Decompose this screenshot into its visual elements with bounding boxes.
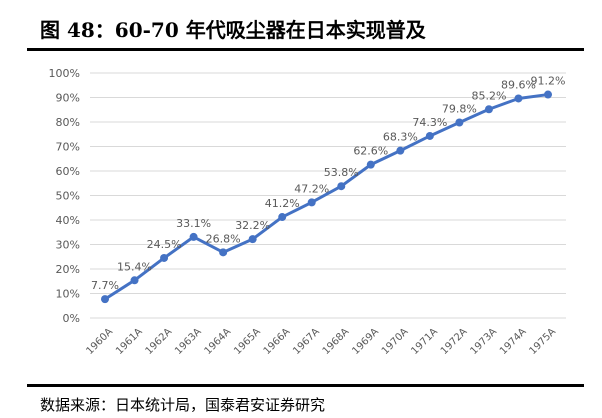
x-tick-label: 1960A [85, 326, 116, 357]
y-tick-label: 10% [56, 288, 80, 301]
data-label: 74.3% [412, 116, 447, 129]
data-label: 53.8% [324, 166, 359, 179]
y-tick-label: 40% [56, 214, 80, 227]
data-label: 62.6% [353, 145, 388, 158]
data-label: 68.3% [383, 131, 418, 144]
x-tick-label: 1962A [144, 326, 175, 357]
x-tick-label: 1974A [498, 326, 529, 357]
x-tick-label: 1963A [173, 326, 204, 357]
y-tick-label: 0% [63, 312, 80, 325]
data-point [160, 253, 169, 262]
x-tick-label: 1975A [528, 326, 559, 357]
data-label: 91.2% [531, 75, 566, 88]
data-label: 79.8% [442, 102, 477, 115]
data-point [514, 94, 523, 103]
x-tick-label: 1968A [321, 326, 352, 357]
data-point [366, 160, 375, 169]
y-tick-label: 70% [56, 141, 80, 154]
data-label: 47.2% [294, 182, 329, 195]
y-tick-label: 20% [56, 263, 80, 276]
data-point [544, 90, 552, 99]
source-note: 数据来源：日本统计局，国泰君安证券研究 [40, 396, 326, 414]
x-tick-label: 1970A [380, 326, 411, 357]
data-label: 7.7% [91, 279, 119, 292]
y-tick-label: 80% [56, 116, 80, 129]
footer-rule [27, 384, 584, 387]
title-underline [27, 48, 584, 51]
data-label: 85.2% [471, 89, 506, 102]
data-label: 89.6% [501, 78, 536, 91]
x-tick-label: 1966A [262, 326, 293, 357]
x-tick-label: 1964A [203, 326, 234, 357]
x-tick-label: 1961A [114, 326, 145, 357]
y-tick-label: 30% [56, 239, 80, 252]
data-label: 24.5% [147, 238, 182, 251]
data-point [396, 146, 405, 155]
y-tick-label: 60% [56, 165, 80, 178]
data-point [484, 105, 493, 114]
data-label: 26.8% [206, 232, 241, 245]
x-tick-label: 1965A [232, 326, 263, 357]
data-point [248, 235, 257, 244]
data-point [101, 295, 109, 304]
x-tick-label: 1972A [439, 326, 470, 357]
data-label: 15.4% [117, 260, 152, 273]
data-point [278, 213, 287, 222]
x-tick-label: 1971A [409, 326, 440, 357]
data-point [425, 131, 434, 140]
data-point [130, 276, 139, 285]
data-point [337, 182, 346, 191]
y-tick-label: 50% [56, 190, 80, 203]
x-tick-label: 1967A [291, 326, 322, 357]
data-point [189, 232, 198, 241]
figure-title: 图 48：60-70 年代吸尘器在日本实现普及 [40, 18, 426, 42]
data-point [307, 198, 316, 207]
data-label: 41.2% [265, 197, 300, 210]
data-label: 32.2% [235, 219, 270, 232]
x-tick-label: 1973A [468, 326, 499, 357]
series-line [104, 93, 549, 301]
y-tick-label: 90% [56, 92, 80, 105]
x-tick-label: 1969A [350, 326, 381, 357]
data-point [219, 248, 228, 257]
y-tick-label: 100% [49, 67, 80, 80]
data-label: 33.1% [176, 217, 211, 230]
data-point [455, 118, 464, 127]
